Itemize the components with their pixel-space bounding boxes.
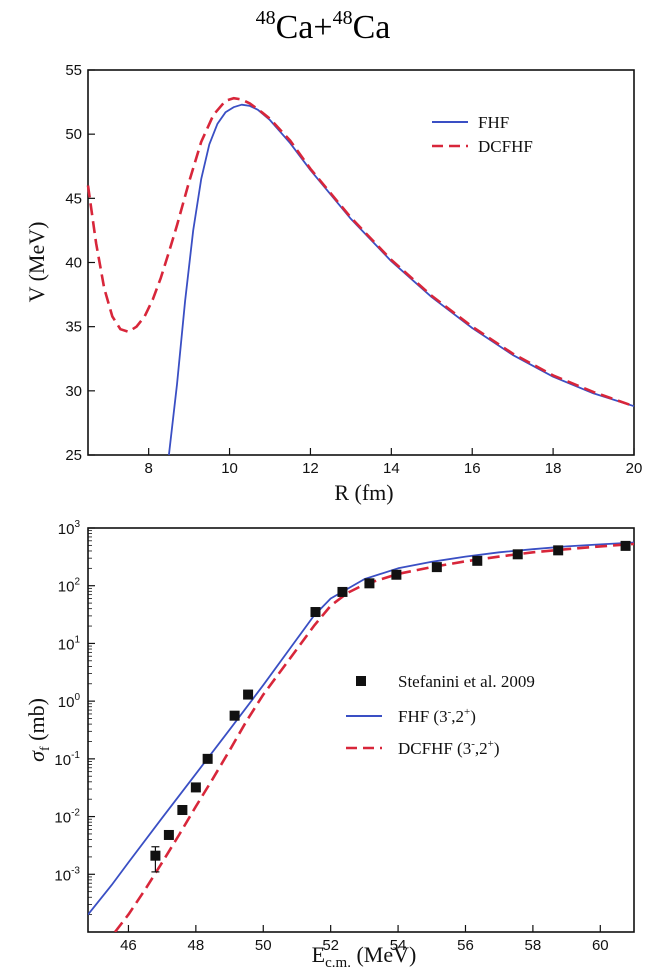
y-tick-label: 103 bbox=[58, 519, 81, 538]
fhf-curve bbox=[168, 103, 635, 456]
x-tick-label: 10 bbox=[221, 460, 238, 477]
x-tick-label: 46 bbox=[120, 937, 137, 954]
y-axis-label: V (MeV) bbox=[24, 222, 49, 303]
x-tick-label: 58 bbox=[525, 937, 542, 954]
x-axis-ticks: 8 10 12 14 16 18 20 bbox=[144, 448, 642, 477]
y-tick-label: 10-1 bbox=[54, 750, 80, 769]
data-point bbox=[150, 850, 161, 861]
y-axis-label: σf (mb) bbox=[24, 698, 53, 762]
x-tick-label: 20 bbox=[626, 460, 643, 477]
y-tick-label: 40 bbox=[65, 255, 82, 272]
x-axis-label: Ec.m. (MeV) bbox=[312, 942, 417, 971]
x-tick-label: 50 bbox=[255, 937, 272, 954]
y-tick-label: 100 bbox=[58, 692, 81, 711]
data-point bbox=[512, 549, 523, 560]
data-point bbox=[431, 562, 442, 573]
y-tick-label: 45 bbox=[65, 190, 82, 207]
y-tick-label: 25 bbox=[65, 447, 82, 464]
x-axis-ticks: 46 48 50 52 54 56 58 60 bbox=[120, 925, 609, 954]
legend-label-fhf: FHF bbox=[478, 113, 509, 132]
data-points bbox=[150, 540, 631, 873]
potential-panel: 25 30 35 40 45 50 55 8 10 12 14 16 18 20 R (fm) V (M… bbox=[24, 62, 642, 505]
data-point bbox=[553, 545, 564, 556]
data-point bbox=[202, 753, 213, 764]
legend-label-data: Stefanini et al. 2009 bbox=[398, 672, 535, 691]
data-point bbox=[163, 829, 174, 840]
y-tick-label: 10-3 bbox=[54, 865, 80, 884]
data-point bbox=[190, 782, 201, 793]
data-point bbox=[177, 804, 188, 815]
data-point bbox=[472, 555, 483, 566]
x-tick-label: 52 bbox=[322, 937, 339, 954]
dcfhf-curve bbox=[113, 542, 634, 932]
x-tick-label: 16 bbox=[464, 460, 481, 477]
plot-frame bbox=[87, 69, 635, 456]
legend-swatch-data bbox=[356, 676, 366, 686]
x-tick-label: 54 bbox=[390, 937, 407, 954]
legend: Stefanini et al. 2009 FHF (3-,2+) DCFHF … bbox=[346, 672, 535, 758]
x-tick-label: 60 bbox=[592, 937, 609, 954]
y-tick-label: 10-2 bbox=[54, 808, 80, 827]
x-tick-label: 8 bbox=[144, 460, 152, 477]
y-tick-label: 55 bbox=[65, 62, 82, 79]
data-point bbox=[229, 710, 240, 721]
y-tick-label: 35 bbox=[65, 319, 82, 336]
data-point bbox=[364, 578, 375, 589]
data-point bbox=[310, 607, 321, 618]
data-point bbox=[391, 569, 402, 580]
cross-section-panel: 10-3 10-2 10-1 100 101 102 103 46 48 50 52 54 56 58 6… bbox=[24, 519, 635, 971]
y-tick-label: 50 bbox=[65, 126, 82, 143]
data-point bbox=[337, 586, 348, 597]
plot-frame bbox=[87, 527, 635, 933]
legend-label-fhf: FHF (3-,2+) bbox=[398, 706, 476, 726]
data-point bbox=[620, 540, 631, 551]
y-tick-label: 101 bbox=[58, 634, 81, 653]
x-tick-label: 12 bbox=[302, 460, 319, 477]
legend-label-dcfhf: DCFHF bbox=[478, 137, 533, 156]
y-axis-ticks: 25 30 35 40 45 50 55 bbox=[65, 62, 95, 464]
y-tick-label: 30 bbox=[65, 383, 82, 400]
legend: FHF DCFHF bbox=[432, 113, 533, 156]
curves bbox=[86, 96, 635, 456]
x-tick-label: 56 bbox=[457, 937, 474, 954]
dcfhf-curve bbox=[86, 96, 635, 408]
x-axis-label: R (fm) bbox=[334, 480, 393, 505]
chart-title: 48Ca+48Ca bbox=[255, 7, 391, 46]
x-tick-label: 18 bbox=[545, 460, 562, 477]
x-tick-label: 14 bbox=[383, 460, 400, 477]
y-axis-ticks: 10-3 10-2 10-1 100 101 102 103 bbox=[54, 519, 95, 916]
curves bbox=[88, 541, 634, 932]
y-tick-label: 102 bbox=[58, 577, 81, 596]
x-tick-label: 48 bbox=[188, 937, 205, 954]
fhf-curve bbox=[88, 541, 634, 916]
data-point bbox=[243, 689, 254, 700]
legend-label-dcfhf: DCFHF (3-,2+) bbox=[398, 738, 500, 758]
